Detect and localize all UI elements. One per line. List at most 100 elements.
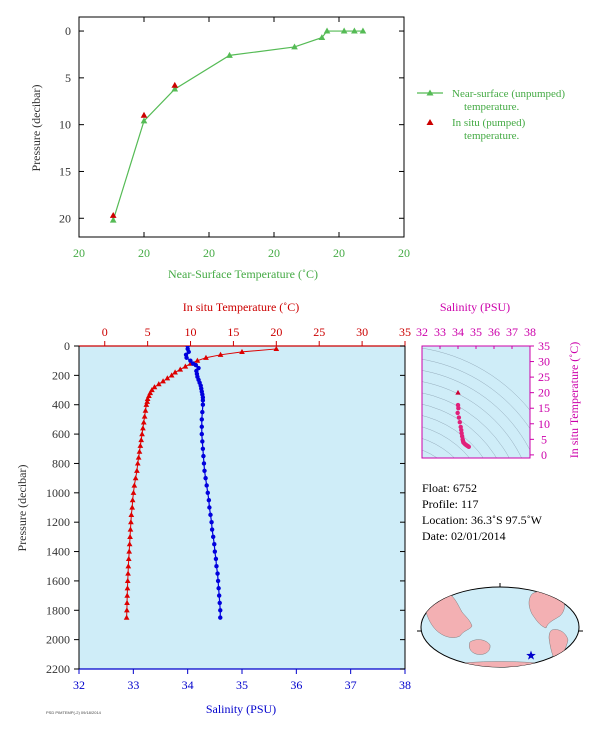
ts-x-tick-label: 32: [416, 325, 428, 339]
profile-series: [123, 346, 280, 620]
salinity-point: [215, 578, 221, 584]
pressure-tick-label: 400: [52, 398, 70, 412]
near-surface-point: [140, 117, 148, 124]
y-tick-label: 20: [59, 211, 71, 225]
temperature-point: [194, 357, 201, 363]
salinity-point: [206, 497, 212, 503]
temperature-point: [142, 407, 149, 413]
ts-y-tick-label: 0: [541, 448, 547, 462]
temperature-point: [127, 533, 133, 539]
plot-background: [79, 346, 405, 669]
date: Date: 02/01/2014: [422, 529, 506, 543]
ts-x-tick-label: 34: [452, 325, 464, 339]
temperature-point: [164, 375, 171, 381]
temperature-point: [239, 348, 245, 354]
ts-point: [455, 389, 461, 395]
continent-australia: [469, 639, 491, 655]
temperature-point: [134, 467, 140, 473]
temperature-point: [127, 526, 134, 532]
temperature-tick-label: 35: [399, 325, 411, 339]
salinity-point: [200, 402, 206, 407]
ts-y-tick-label: 35: [538, 339, 550, 353]
salinity-point: [212, 542, 217, 547]
ts-background: [422, 346, 530, 458]
salinity-tick-label: 32: [73, 678, 85, 692]
temperature-point: [144, 395, 151, 401]
pressure-tick-label: 200: [52, 368, 70, 382]
temperature-tick-label: 30: [356, 325, 368, 339]
salinity-tick-label: 33: [127, 678, 139, 692]
salinity-tick-label: 35: [236, 678, 248, 692]
x-tick-label: 20: [398, 246, 410, 260]
float-id: Float: 6752: [422, 481, 478, 495]
legend-label-near-surface-1: Near-surface (unpumped): [452, 88, 565, 100]
temperature-point: [125, 555, 132, 561]
temperature-point: [124, 592, 131, 598]
salinity-point: [207, 505, 212, 510]
temperature-point: [140, 425, 146, 431]
ts-x-tick-label: 37: [506, 325, 518, 339]
near-surface-point: [359, 27, 367, 34]
salinity-point: [205, 490, 210, 496]
temperature-point: [123, 614, 130, 620]
salinity-point: [213, 556, 219, 562]
near-surface-point: [323, 27, 331, 34]
ts-points: [455, 389, 471, 449]
pressure-tick-label: 600: [52, 427, 70, 441]
near-surface-chart: 20 20 20 20 20 20 0 5 10 15 20 Near-Surface Tempe…: [29, 16, 565, 281]
temperature-point: [137, 442, 144, 448]
salinity-point: [218, 615, 223, 620]
salinity-point: [184, 355, 189, 360]
temperature-point: [140, 419, 147, 425]
ts-y-tick-label: 10: [538, 417, 550, 431]
near-surface-point: [351, 27, 358, 34]
pressure-tick-label: 1400: [46, 545, 70, 559]
salinity-point: [217, 600, 222, 606]
ts-x-tick-label: 36: [488, 325, 500, 339]
ts-x-tick-label: 38: [524, 325, 536, 339]
salinity-point: [209, 527, 215, 532]
salinity-point: [200, 409, 205, 415]
salinity-point: [199, 424, 204, 429]
temperature-point: [129, 504, 136, 510]
temperature-point: [130, 489, 137, 495]
ts-x-tick-label: 33: [434, 325, 446, 339]
temperature-point: [144, 398, 151, 404]
salinity-point: [216, 593, 222, 598]
temperature-point: [155, 381, 162, 387]
salinity-point: [208, 512, 213, 518]
temperature-axis-ticks: 0 5 10 15 20 25 30 35: [102, 325, 411, 346]
ts-y-tick-label: 5: [541, 432, 547, 446]
pressure-tick-label: 1200: [46, 515, 70, 529]
pressure-tick-label: 1800: [46, 603, 70, 617]
salinity-point: [216, 586, 221, 591]
continent-antarctica: [439, 661, 561, 667]
ts-y-tick-label: 15: [538, 401, 550, 415]
temperature-tick-label: 15: [227, 325, 239, 339]
temperature-point: [182, 363, 189, 369]
near-surface-point: [340, 27, 348, 34]
ts-x-tick-label: 35: [470, 325, 482, 339]
salinity-point: [199, 417, 204, 422]
float-location-star-icon: [526, 650, 536, 660]
temperature-point: [172, 369, 178, 375]
salinity-point: [188, 358, 193, 363]
pressure-tick-label: 0: [64, 339, 70, 353]
salinity-point: [209, 519, 214, 525]
x-tick-label: 20: [333, 246, 345, 260]
pressure-tick-label: 800: [52, 456, 70, 470]
float-info: Float: 6752 Profile: 117 Location: 36.3˚…: [422, 480, 542, 544]
salinity-point: [186, 349, 191, 355]
footer-label: PSD PIMTEMP(-2) 09/18/2014: [46, 710, 101, 715]
salinity-tick-label: 36: [290, 678, 302, 692]
y-tick-label: 5: [65, 71, 71, 85]
legend-marker-near-surface: [426, 89, 434, 96]
x-tick-label: 20: [73, 246, 85, 260]
temperature-point: [160, 378, 166, 384]
salinity-point: [200, 446, 206, 451]
salinity-point: [201, 453, 206, 459]
temperature-axis-label: In situ Temperature (˚C): [183, 300, 300, 314]
temperature-point: [124, 577, 131, 584]
